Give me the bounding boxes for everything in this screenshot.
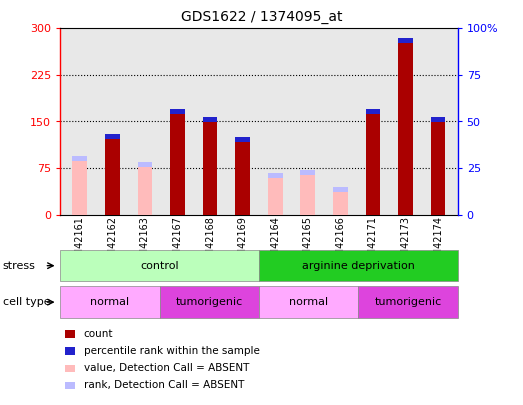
Bar [138, 162, 152, 167]
Bar [203, 117, 218, 215]
Bar [235, 137, 250, 142]
Text: tumorigenic: tumorigenic [374, 297, 441, 307]
Text: stress: stress [3, 261, 36, 271]
Text: rank, Detection Call = ABSENT: rank, Detection Call = ABSENT [84, 380, 244, 390]
Bar [300, 170, 315, 215]
Bar [398, 38, 413, 215]
Bar [398, 38, 413, 43]
Bar [366, 109, 380, 215]
Bar [170, 109, 185, 114]
Bar [268, 173, 282, 178]
Bar [431, 117, 446, 122]
Bar [366, 109, 380, 114]
Text: arginine deprivation: arginine deprivation [302, 261, 415, 271]
Text: control: control [140, 261, 179, 271]
Text: normal: normal [90, 297, 129, 307]
Bar [300, 170, 315, 175]
Bar [72, 156, 87, 161]
Text: GDS1622 / 1374095_at: GDS1622 / 1374095_at [181, 10, 342, 24]
Bar [235, 137, 250, 215]
Text: count: count [84, 329, 113, 339]
Text: normal: normal [289, 297, 328, 307]
Bar [268, 173, 282, 215]
Bar [203, 117, 218, 121]
Bar [333, 187, 348, 215]
Bar [333, 187, 348, 192]
Bar [431, 117, 446, 215]
Bar [138, 162, 152, 215]
Bar [105, 134, 120, 215]
Bar [170, 109, 185, 215]
Text: cell type: cell type [3, 297, 50, 307]
Text: percentile rank within the sample: percentile rank within the sample [84, 346, 259, 356]
Text: tumorigenic: tumorigenic [176, 297, 243, 307]
Bar [105, 134, 120, 139]
Bar [72, 156, 87, 215]
Text: value, Detection Call = ABSENT: value, Detection Call = ABSENT [84, 363, 249, 373]
